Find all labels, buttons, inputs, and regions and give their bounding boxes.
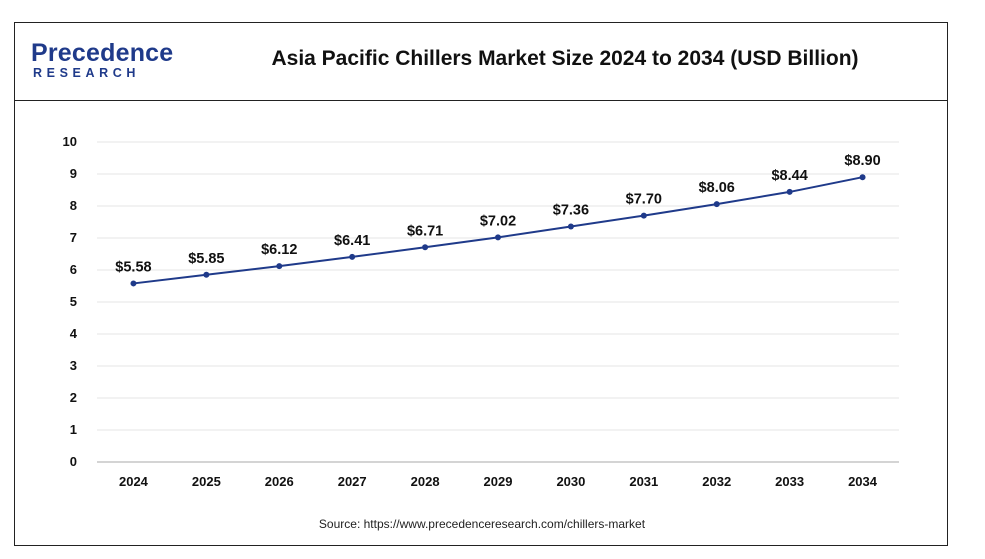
y-tick-label: 5: [70, 294, 77, 309]
x-tick-label: 2032: [702, 474, 731, 489]
data-point: [276, 263, 283, 270]
logo-wordmark-bottom: RESEARCH: [33, 66, 140, 80]
x-tick-label: 2027: [338, 474, 367, 489]
data-point: [859, 174, 866, 181]
precedence-research-logo: Precedence RESEARCH: [31, 39, 174, 84]
data-label: $8.06: [699, 180, 735, 196]
y-tick-label: 1: [70, 422, 77, 437]
y-tick-label: 9: [70, 166, 77, 181]
data-point: [786, 188, 793, 195]
data-label: $6.12: [261, 242, 297, 258]
x-tick-label: 2029: [484, 474, 513, 489]
x-tick-label: 2031: [629, 474, 658, 489]
data-point: [495, 234, 501, 241]
y-tick-label: 2: [70, 390, 77, 405]
data-label: $8.90: [844, 153, 880, 169]
data-point: [203, 271, 210, 278]
y-tick-label: 4: [70, 326, 78, 341]
y-tick-label: 8: [70, 198, 77, 213]
data-point: [640, 212, 647, 219]
x-tick-label: 2025: [192, 474, 221, 489]
y-tick-label: 0: [70, 454, 77, 469]
x-tick-label: 2030: [556, 474, 585, 489]
data-point: [130, 280, 137, 287]
y-tick-label: 7: [70, 230, 77, 245]
chart-frame: Precedence RESEARCH Asia Pacific Chiller…: [14, 22, 948, 546]
x-tick-label: 2033: [775, 474, 804, 489]
data-label: $6.41: [334, 233, 370, 249]
data-label: $5.58: [115, 259, 151, 275]
x-tick-label: 2026: [265, 474, 294, 489]
data-label: $5.85: [188, 251, 224, 267]
data-point: [349, 253, 356, 260]
data-label: $7.70: [626, 192, 662, 208]
header: Precedence RESEARCH Asia Pacific Chiller…: [15, 23, 947, 101]
data-point: [422, 244, 429, 251]
source-note: Source: https://www.precedenceresearch.c…: [318, 517, 646, 531]
line-chart: 0 1 2 3 4 5 6 7 8 9 10 2024 2025 2026 2027 2028 2029 2030…: [63, 134, 899, 489]
chart-title: Asia Pacific Chillers Market Size 2024 t…: [271, 47, 859, 70]
data-point: [713, 201, 720, 208]
series-line: [133, 176, 863, 285]
y-tick-label: 10: [63, 134, 77, 149]
y-tick-label: 3: [70, 358, 77, 373]
data-label: $7.36: [553, 202, 589, 218]
x-tick-label: 2034: [848, 474, 878, 489]
data-label: $8.44: [771, 168, 807, 184]
logo-wordmark-top: Precedence: [31, 39, 174, 67]
data-point: [567, 223, 574, 230]
data-label: $7.02: [480, 213, 516, 229]
y-tick-label: 6: [70, 262, 77, 277]
x-tick-label: 2028: [411, 474, 440, 489]
x-tick-label: 2024: [119, 474, 149, 489]
data-label: $6.71: [407, 223, 443, 239]
